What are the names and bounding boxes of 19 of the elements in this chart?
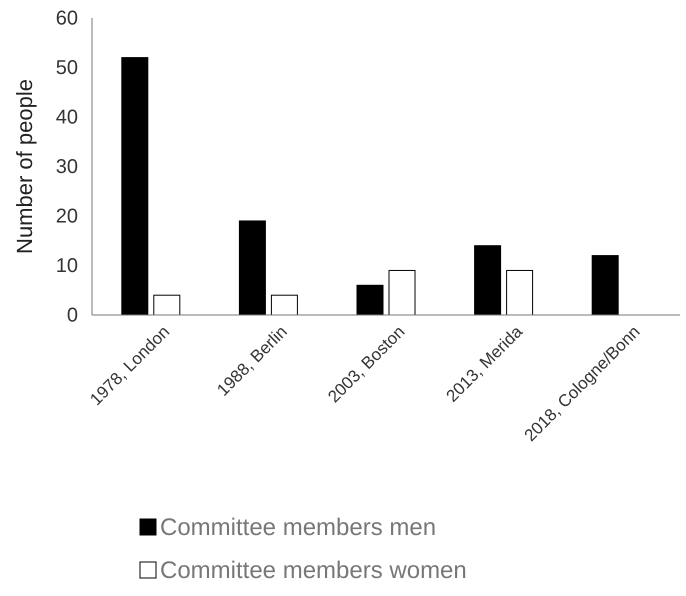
- y-tick-label: 0: [66, 304, 78, 326]
- bar: [238, 220, 266, 316]
- y-tick-label: 60: [56, 7, 78, 30]
- bar: [388, 270, 416, 316]
- y-tick-label: 20: [56, 205, 78, 228]
- legend-label: Committee members women: [160, 557, 467, 584]
- y-axis-title: Number of people: [12, 79, 37, 254]
- y-tick-label: 10: [56, 254, 78, 277]
- y-tick-label: 40: [56, 106, 78, 128]
- bar: [121, 57, 148, 316]
- bar: [153, 294, 180, 316]
- bar: [270, 294, 298, 316]
- bar: [506, 270, 534, 316]
- y-tick-label: 50: [56, 56, 78, 79]
- bar: [592, 255, 619, 316]
- y-tick-label: 30: [56, 156, 78, 178]
- bar: [356, 284, 384, 316]
- bar: [474, 245, 502, 316]
- legend-label: Committee members men: [160, 514, 436, 541]
